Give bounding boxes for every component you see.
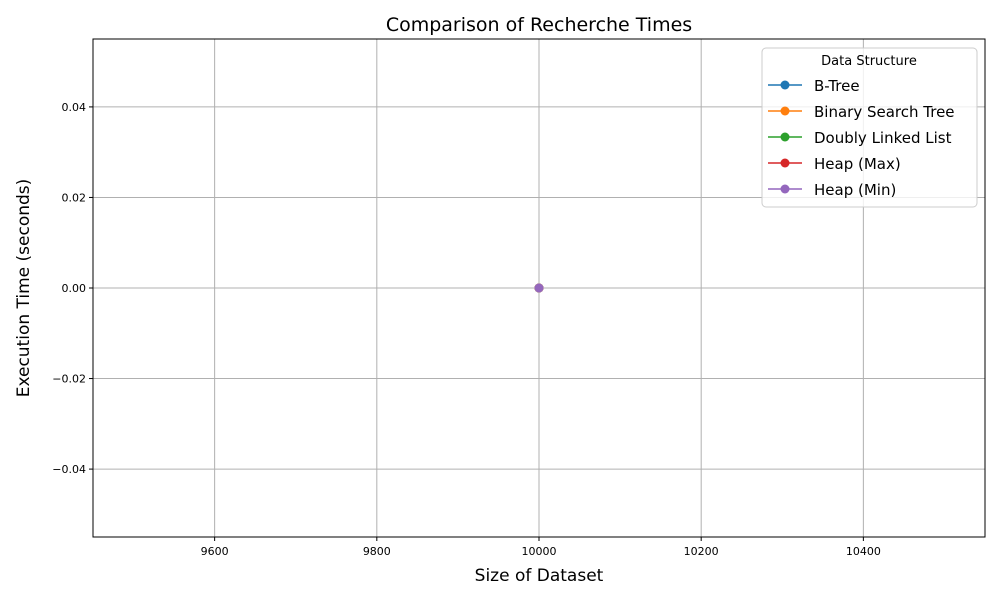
chart-title: Comparison of Recherche Times (386, 14, 692, 36)
legend-marker (780, 184, 790, 194)
legend-item-heap-max: Heap (Max) (768, 155, 901, 173)
legend: Data Structure B-Tree Binary Search Tree D… (761, 47, 978, 208)
y-tick-label: 0.00 (62, 282, 87, 295)
y-axis-label: Execution Time (seconds) (14, 179, 34, 398)
legend-item-heap-min: Heap (Min) (768, 181, 896, 199)
legend-item-binary-search-tree: Binary Search Tree (768, 103, 955, 121)
x-axis-label: Size of Dataset (475, 566, 604, 586)
y-tick-label: −0.02 (52, 373, 86, 386)
y-tick-label: −0.04 (52, 463, 86, 476)
y-tick-label: 0.04 (62, 101, 87, 114)
legend-marker (780, 106, 790, 116)
x-tick-label: 10400 (846, 545, 881, 558)
legend-label: Binary Search Tree (814, 103, 955, 121)
legend-marker (780, 132, 790, 142)
legend-title: Data Structure (821, 54, 917, 69)
legend-label: Heap (Min) (814, 181, 896, 199)
x-axis: 9600 9800 10000 10200 10400 (201, 537, 881, 558)
legend-label: Doubly Linked List (814, 129, 952, 147)
x-tick-label: 10000 (522, 545, 557, 558)
legend-item-doubly-linked-list: Doubly Linked List (768, 129, 952, 147)
data-point-heap-min (534, 283, 544, 293)
y-tick-label: 0.02 (62, 191, 87, 204)
legend-box (761, 47, 978, 208)
y-axis: −0.04 −0.02 0.00 0.02 0.04 (52, 101, 93, 476)
legend-item-b-tree: B-Tree (768, 77, 860, 95)
legend-items: B-Tree Binary Search Tree Doubly Linked Li… (768, 77, 955, 199)
x-tick-label: 9600 (201, 545, 229, 558)
legend-label: B-Tree (814, 77, 860, 95)
legend-marker (780, 158, 790, 168)
series-layer (534, 283, 544, 293)
legend-label: Heap (Max) (814, 155, 901, 173)
x-tick-label: 9800 (363, 545, 391, 558)
x-tick-label: 10200 (684, 545, 719, 558)
legend-marker (780, 80, 790, 90)
